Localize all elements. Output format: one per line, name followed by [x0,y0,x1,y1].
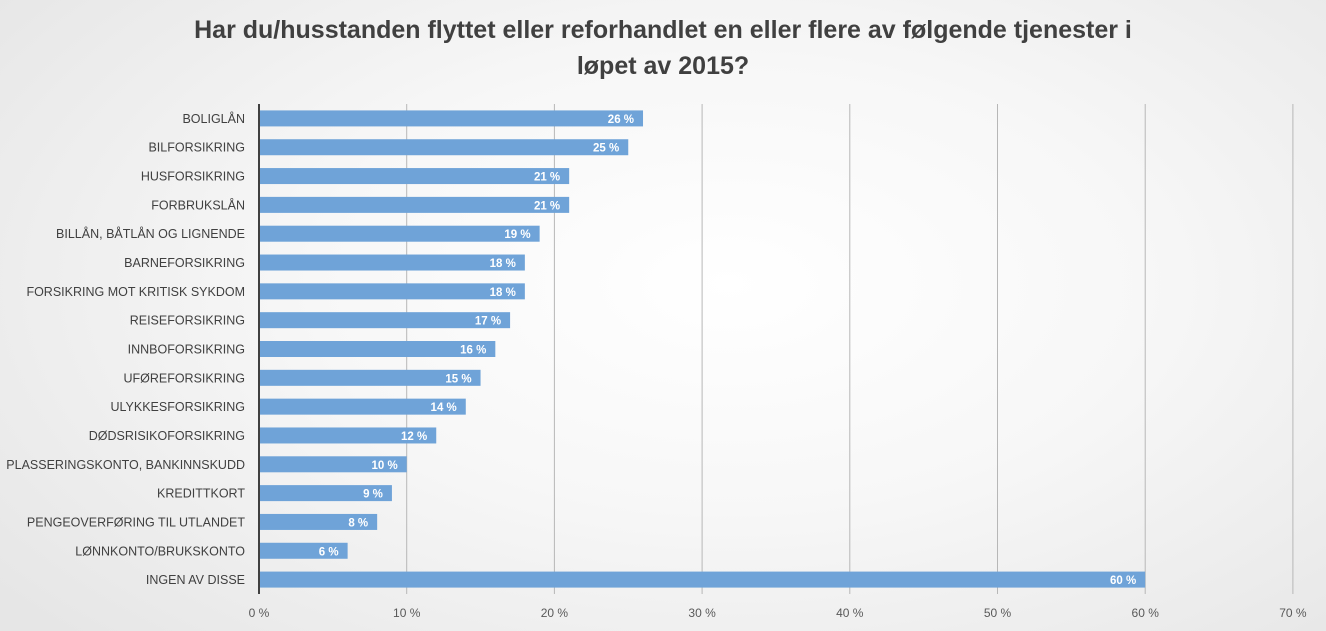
data-label: 21 % [534,172,560,184]
x-tick-label: 70 % [1279,606,1307,620]
bar [259,168,570,185]
bar [259,571,1146,588]
chart-title-line-1: Har du/husstanden flyttet eller reforhan… [194,16,1132,44]
data-label: 21 % [534,200,560,212]
category-label: KREDITTKORT [157,487,245,501]
data-label: 19 % [504,229,530,241]
bar [259,110,644,127]
category-label: DØDSRISIKOFORSIKRING [89,429,245,443]
category-label: PENGEOVERFØRING TIL UTLANDET [27,515,245,529]
data-label: 9 % [363,489,383,501]
x-tick-label: 20 % [541,606,569,620]
bar [259,427,437,444]
category-label: BARNEFORSIKRING [124,256,245,270]
category-label: BILFORSIKRING [148,141,245,155]
data-label: 10 % [371,460,397,472]
category-label: UFØREFORSIKRING [123,371,245,385]
bar [259,542,348,559]
data-label: 12 % [401,431,427,443]
x-tick-label: 10 % [393,606,421,620]
bar [259,312,511,329]
data-label: 18 % [490,258,516,270]
category-label: BOLIGLÅN [182,111,245,126]
chart-title-line-2: løpet av 2015? [576,52,750,80]
bar [259,369,481,386]
category-label: INGEN AV DISSE [146,573,245,587]
data-label: 15 % [445,373,471,385]
bar [259,254,525,271]
bar [259,139,629,156]
category-label: PLASSERINGSKONTO, BANKINNSKUDD [6,458,245,472]
bar [259,485,392,502]
category-label: FORBRUKSLÅN [151,197,245,212]
data-label: 25 % [593,143,619,155]
chart-title: Har du/husstanden flyttet eller reforhan… [0,12,1326,84]
data-label: 60 % [1110,575,1136,587]
data-label: 6 % [319,546,339,558]
x-tick-label: 30 % [688,606,716,620]
bar [259,398,466,415]
category-label: ULYKKESFORSIKRING [110,400,245,414]
bar [259,456,407,473]
data-label: 18 % [490,287,516,299]
bar [259,225,540,242]
category-label: LØNNKONTO/BRUKSKONTO [75,544,245,558]
x-tick-label: 50 % [984,606,1012,620]
category-label: REISEFORSIKRING [130,314,245,328]
bar [259,341,496,357]
data-label: 16 % [460,345,486,357]
category-label: FORSIKRING MOT KRITISK SYKDOM [26,285,245,299]
category-label: HUSFORSIKRING [141,170,245,184]
bar [259,513,378,530]
x-tick-label: 60 % [1132,606,1160,620]
x-tick-label: 0 % [249,606,270,620]
category-label: INNBOFORSIKRING [128,343,245,357]
bar [259,283,525,300]
bar [259,196,570,213]
data-label: 14 % [431,402,457,414]
data-label: 26 % [608,114,634,126]
category-label: BILLÅN, BÅTLÅN OG LIGNENDE [56,226,245,241]
data-label: 17 % [475,316,501,328]
x-tick-label: 40 % [836,606,864,620]
data-label: 8 % [348,517,368,529]
